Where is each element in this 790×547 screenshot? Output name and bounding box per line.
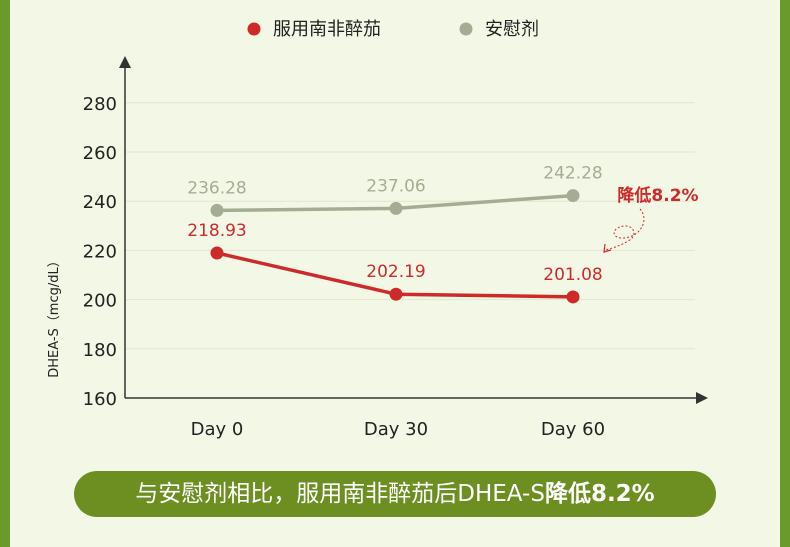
legend-marker xyxy=(459,22,473,36)
series-group: 236.28 237.06 242.28 218.93 202.19 201.08 xyxy=(187,164,603,304)
y-axis-label: DHEA-S（mcg/dL） xyxy=(47,254,62,378)
x-tick-label: Day 60 xyxy=(541,419,605,440)
y-tick-label: 280 xyxy=(83,94,117,115)
data-label: 201.08 xyxy=(543,265,602,285)
data-point xyxy=(210,246,224,260)
data-point xyxy=(389,201,403,215)
y-axis-arrow-icon xyxy=(119,56,131,68)
chart-panel xyxy=(10,0,780,547)
data-label: 218.93 xyxy=(187,221,246,241)
data-label: 242.28 xyxy=(543,164,602,184)
y-tick-label: 180 xyxy=(83,340,117,361)
axes xyxy=(119,56,708,404)
data-label: 202.19 xyxy=(366,262,425,282)
x-axis-arrow-icon xyxy=(696,392,708,404)
x-tick-label: Day 30 xyxy=(364,419,428,440)
legend-marker xyxy=(247,22,261,36)
data-point xyxy=(566,189,580,203)
reduction-label: 降低8.2% xyxy=(617,185,698,206)
data-point xyxy=(566,290,580,304)
legend-label: 安慰剂 xyxy=(485,19,539,40)
x-tick-label: Day 0 xyxy=(191,419,244,440)
data-label: 236.28 xyxy=(187,178,246,198)
caption-text: 与安慰剂相比，服用南非醉茄后DHEA-S xyxy=(135,481,545,507)
caption-highlight: 降低8.2% xyxy=(544,481,655,507)
summary-caption: 与安慰剂相比，服用南非醉茄后DHEA-S降低8.2% xyxy=(74,471,716,517)
y-tick-labels: 160 180 200 220 240 260 280 xyxy=(83,94,117,410)
y-tick-label: 240 xyxy=(83,192,117,213)
legend-label: 服用南非醉茄 xyxy=(273,19,381,40)
y-tick-label: 220 xyxy=(83,241,117,262)
curved-arrow-icon xyxy=(605,208,645,251)
y-tick-label: 260 xyxy=(83,143,117,164)
reduction-annotation: 降低8.2% xyxy=(603,185,699,253)
legend: 服用南非醉茄 安慰剂 xyxy=(247,19,539,40)
arrowhead-icon xyxy=(603,243,612,253)
y-tick-label: 200 xyxy=(83,291,117,312)
data-point xyxy=(210,203,224,217)
data-point xyxy=(389,287,403,301)
x-tick-labels: Day 0 Day 30 Day 60 xyxy=(191,419,605,440)
data-label: 237.06 xyxy=(366,176,425,196)
y-tick-label: 160 xyxy=(83,389,117,410)
